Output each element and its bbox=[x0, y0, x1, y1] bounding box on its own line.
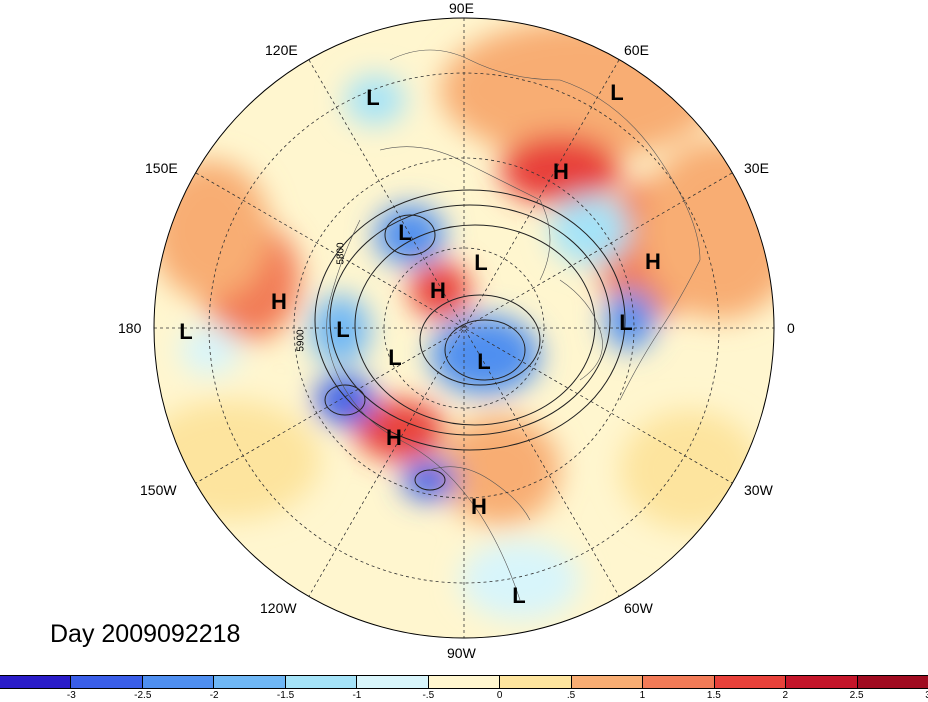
colorbar-tick-label: 1.5 bbox=[706, 690, 721, 701]
colorbar-tick-label: -2 bbox=[209, 690, 219, 701]
colorbar-tick-label: 0 bbox=[496, 690, 503, 701]
colorbar-tick-label: -.5 bbox=[422, 690, 435, 701]
pressure-center-low: L bbox=[474, 250, 488, 275]
lon-label-150e: 150E bbox=[145, 160, 178, 176]
pressure-center-high: H bbox=[645, 249, 661, 274]
height-contours bbox=[314, 189, 626, 491]
colorbar-tick-label: -2.5 bbox=[134, 690, 152, 701]
pressure-center-low: L bbox=[610, 80, 624, 105]
pressure-center-low: L bbox=[512, 583, 526, 608]
colorbar-segment bbox=[642, 676, 714, 688]
colorbar-tick-label: 2.5 bbox=[849, 690, 864, 701]
pressure-center-low: L bbox=[619, 310, 633, 335]
pressure-center-high: H bbox=[471, 494, 487, 519]
pressure-center-high: H bbox=[271, 289, 287, 314]
lon-label-120w: 120W bbox=[260, 600, 297, 616]
lon-label-90e: 90E bbox=[449, 0, 474, 16]
colorbar-segment bbox=[213, 676, 285, 688]
colorbar-segment bbox=[499, 676, 571, 688]
colorbar-segment bbox=[0, 676, 71, 688]
colorbar-segment bbox=[713, 676, 786, 688]
lon-label-60e: 60E bbox=[624, 42, 649, 58]
colorbar-segment bbox=[284, 676, 357, 688]
pressure-center-high: H bbox=[553, 159, 569, 184]
lon-label-60w: 60W bbox=[624, 600, 653, 616]
pressure-center-high: H bbox=[386, 425, 402, 450]
map-boundary bbox=[153, 17, 775, 639]
colorbar-tick-label: 3 bbox=[925, 690, 928, 701]
colorbar-tick-label: .5 bbox=[566, 690, 576, 701]
colorbar-segment bbox=[570, 676, 643, 688]
pressure-center-low: L bbox=[388, 345, 402, 370]
pressure-center-low: L bbox=[366, 85, 380, 110]
colorbar-tick-label: -1.5 bbox=[276, 690, 295, 701]
lon-label-120e: 120E bbox=[265, 42, 298, 58]
anomaly-field bbox=[154, 18, 774, 638]
colorbar-tick-label: -1 bbox=[352, 690, 362, 701]
colorbar-segment bbox=[856, 676, 928, 688]
coastlines bbox=[326, 49, 701, 601]
colorbar-segment bbox=[427, 676, 500, 688]
lon-label-30w: 30W bbox=[744, 482, 773, 498]
lon-label-180: 180 bbox=[118, 320, 142, 336]
colorbar-segment bbox=[356, 676, 428, 688]
graticule bbox=[154, 18, 774, 638]
colorbar-segment bbox=[141, 676, 214, 688]
map-title: Day 2009092218 bbox=[50, 620, 241, 648]
lon-label-150w: 150W bbox=[140, 482, 177, 498]
colorbar-segment bbox=[785, 676, 857, 688]
pressure-center-low: L bbox=[179, 319, 193, 344]
lon-label-90w: 90W bbox=[447, 645, 476, 661]
colorbar-segment bbox=[70, 676, 142, 688]
colorbar-tick-label: 1 bbox=[639, 690, 646, 701]
pressure-center-low: L bbox=[336, 317, 350, 342]
pressure-center-low: L bbox=[398, 220, 412, 245]
colorbar-ticks: -3 -2.5 -2 -1.5 -1 -.5 0 .5 1 1.5 2 2.5 3 bbox=[0, 690, 928, 702]
colorbar-tick-label: -3 bbox=[66, 690, 76, 701]
lon-label-30e: 30E bbox=[744, 160, 769, 176]
contour-label: 5800 bbox=[335, 242, 347, 265]
colorbar-tick-label: 2 bbox=[782, 690, 788, 701]
lon-label-0: 0 bbox=[787, 320, 795, 336]
pressure-center-high: H bbox=[430, 278, 446, 303]
pressure-center-low: L bbox=[477, 349, 491, 374]
colorbar bbox=[0, 675, 928, 689]
contour-label: 5900 bbox=[295, 329, 307, 352]
